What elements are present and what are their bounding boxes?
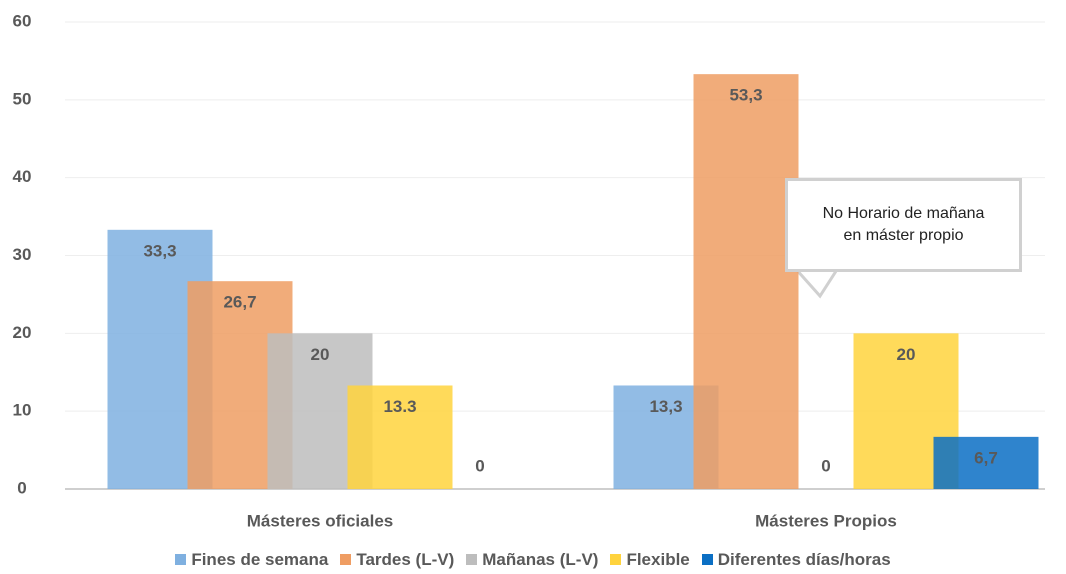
y-tick-label: 50 [13,89,32,108]
y-tick-label: 40 [13,167,32,186]
data-label: 13,3 [649,397,682,416]
bar [693,74,799,490]
legend-item: Fines de semana [175,550,328,570]
x-tick-label: Másteres oficiales [247,511,393,530]
data-label: 33,3 [143,241,176,260]
y-tick-label: 0 [17,478,26,497]
x-tick-label: Másteres Propios [755,511,897,530]
callout-pointer [791,266,841,299]
legend-item: Diferentes días/horas [701,550,891,570]
legend-swatch [466,554,478,565]
y-tick-label: 10 [13,401,32,420]
legend-swatch [340,554,352,565]
legend-label: Flexible [626,550,690,569]
legend-swatch [175,554,187,565]
y-tick-label: 30 [13,245,32,264]
y-tick-label: 60 [13,11,32,30]
legend-item: Tardes (L-V) [340,550,454,570]
data-label: 20 [897,345,916,364]
legend-label: Fines de semana [191,550,329,569]
legend-swatch [701,554,713,565]
bar [347,385,453,489]
data-label: 20 [311,345,330,364]
data-label: 0 [475,456,484,475]
legend-label: Mañanas (L-V) [482,550,599,569]
data-label: 6,7 [974,448,998,467]
y-tick-label: 20 [13,323,32,342]
data-label: 26,7 [223,293,256,312]
legend-swatch [610,554,622,565]
annotation: No Horario de mañana en máster propio [785,178,1022,272]
bar [933,436,1039,489]
legend-label: Diferentes días/horas [717,550,891,569]
legend-item: Mañanas (L-V) [466,550,598,570]
data-label: 13.3 [383,397,416,416]
legend-item: Flexible [610,550,690,570]
data-label: 53,3 [729,86,762,105]
data-label: 0 [821,456,830,475]
legend: Fines de semana Tardes (L-V) Mañanas (L-V)… [0,550,1066,570]
legend-label: Tardes (L-V) [356,550,455,569]
